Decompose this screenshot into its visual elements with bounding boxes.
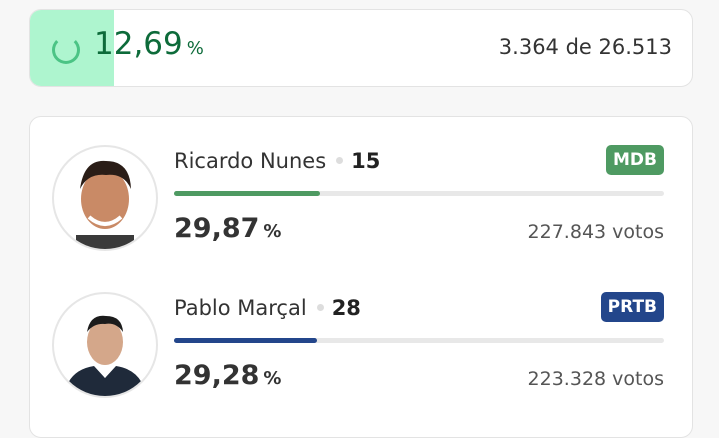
vote-share-fill	[174, 338, 318, 343]
percent-value: 29,87	[174, 213, 260, 244]
candidates-card: Ricardo Nunes 15 MDB 29,87% 227.843 votos…	[29, 116, 693, 438]
candidate-name-line: Ricardo Nunes 15	[174, 149, 380, 173]
percent-sign: %	[263, 221, 282, 242]
candidate-name: Pablo Marçal	[174, 296, 307, 320]
candidate-row[interactable]: Ricardo Nunes 15 MDB 29,87% 227.843 votos	[30, 145, 692, 265]
percent-sign: %	[186, 38, 204, 59]
percent-value: 12,69	[94, 26, 183, 62]
candidate-number: 15	[351, 149, 381, 173]
vote-share-bar	[174, 338, 664, 343]
candidate-name: Ricardo Nunes	[174, 149, 327, 173]
candidate-number: 28	[331, 296, 361, 320]
sections-count: 3.364 de 26.513	[498, 35, 672, 59]
separator-dot	[316, 304, 324, 311]
vote-percent: 29,28%	[174, 360, 281, 391]
separator-dot	[336, 157, 344, 164]
party-badge: MDB	[606, 145, 664, 175]
party-badge: PRTB	[600, 292, 664, 322]
vote-percent: 29,87%	[174, 213, 281, 244]
counting-progress-card: 12,69% 3.364 de 26.513	[29, 9, 693, 87]
candidate-avatar	[52, 292, 158, 398]
candidate-name-line: Pablo Marçal 28	[174, 296, 361, 320]
vote-share-bar	[174, 191, 664, 196]
vote-count: 223.328 votos	[527, 368, 664, 390]
counted-percent: 12,69%	[94, 26, 204, 62]
candidate-avatar	[52, 145, 158, 251]
loading-spinner-icon	[52, 36, 80, 64]
vote-share-fill	[174, 191, 321, 196]
percent-value: 29,28	[174, 360, 260, 391]
vote-count: 227.843 votos	[527, 221, 664, 243]
candidate-row[interactable]: Pablo Marçal 28 PRTB 29,28% 223.328 votos	[30, 292, 692, 412]
percent-sign: %	[263, 368, 282, 389]
